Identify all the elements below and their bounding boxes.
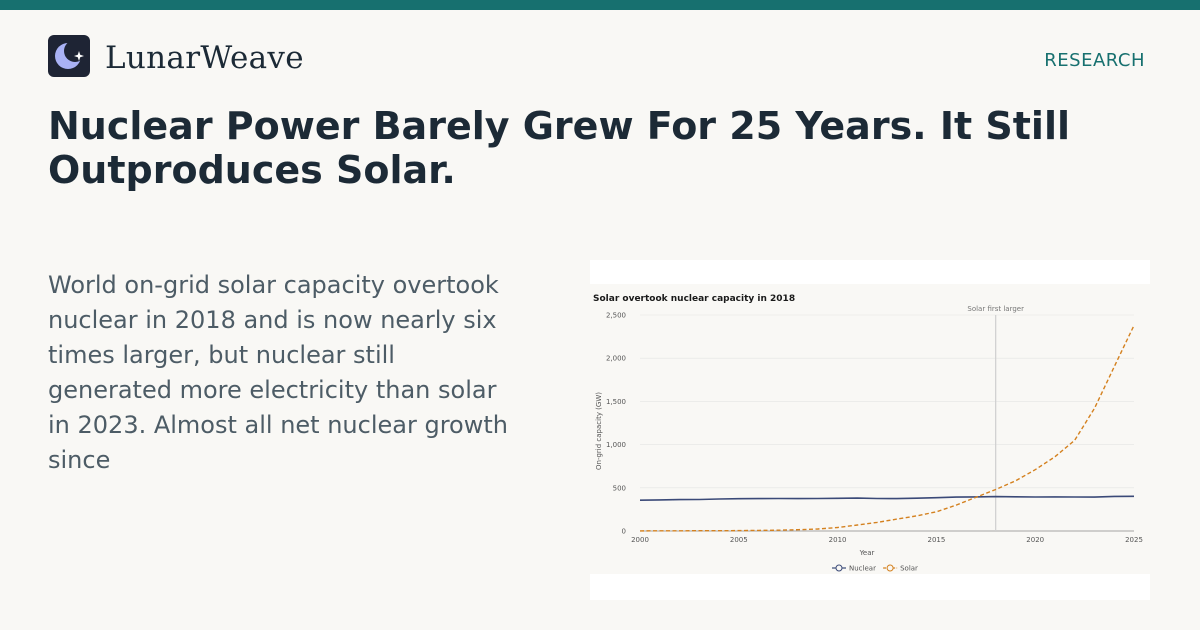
section-label[interactable]: RESEARCH	[1044, 50, 1145, 71]
x-tick-label: 2020	[1026, 536, 1044, 544]
chart-title: Solar overtook nuclear capacity in 2018	[593, 294, 796, 304]
x-tick-label: 2010	[829, 536, 847, 544]
article-summary: World on-grid solar capacity overtook nu…	[48, 271, 508, 474]
chart-area: Solar overtook nuclear capacity in 2018 …	[590, 284, 1150, 574]
article-headline: Nuclear Power Barely Grew For 25 Years. …	[48, 104, 1070, 192]
x-axis-title: Year	[859, 549, 875, 557]
y-tick-label: 2,000	[606, 355, 626, 363]
series-line-nuclear	[639, 495, 1135, 501]
y-tick-label: 1,000	[606, 441, 626, 449]
legend-label-solar: Solar	[900, 565, 918, 573]
x-tick-label: 2025	[1125, 536, 1143, 544]
y-axis-title: On-grid capacity (GW)	[595, 392, 603, 470]
moon-star-icon[interactable]	[48, 35, 90, 77]
series-line-solar	[639, 325, 1135, 532]
legend-label-nuclear: Nuclear	[849, 565, 876, 573]
legend-marker-solar	[886, 564, 894, 572]
brand-name[interactable]: LunarWeave	[105, 40, 304, 76]
x-tick-label: 2000	[631, 536, 649, 544]
y-tick-label: 1,500	[606, 398, 626, 406]
y-tick-label: 0	[622, 528, 626, 536]
top-accent-bar	[0, 0, 1200, 10]
x-tick-label: 2005	[730, 536, 748, 544]
y-tick-label: 500	[613, 484, 626, 492]
x-tick-label: 2015	[927, 536, 945, 544]
annotation-label: Solar first larger	[967, 305, 1024, 313]
legend-marker-nuclear	[835, 564, 843, 572]
line-chart: 0 500 1,000 1,500 2,000 2,500 2000 2005 2010 2015…	[595, 305, 1143, 573]
chart-panel: Solar overtook nuclear capacity in 2018 …	[590, 260, 1150, 600]
y-tick-label: 2,500	[606, 312, 626, 320]
